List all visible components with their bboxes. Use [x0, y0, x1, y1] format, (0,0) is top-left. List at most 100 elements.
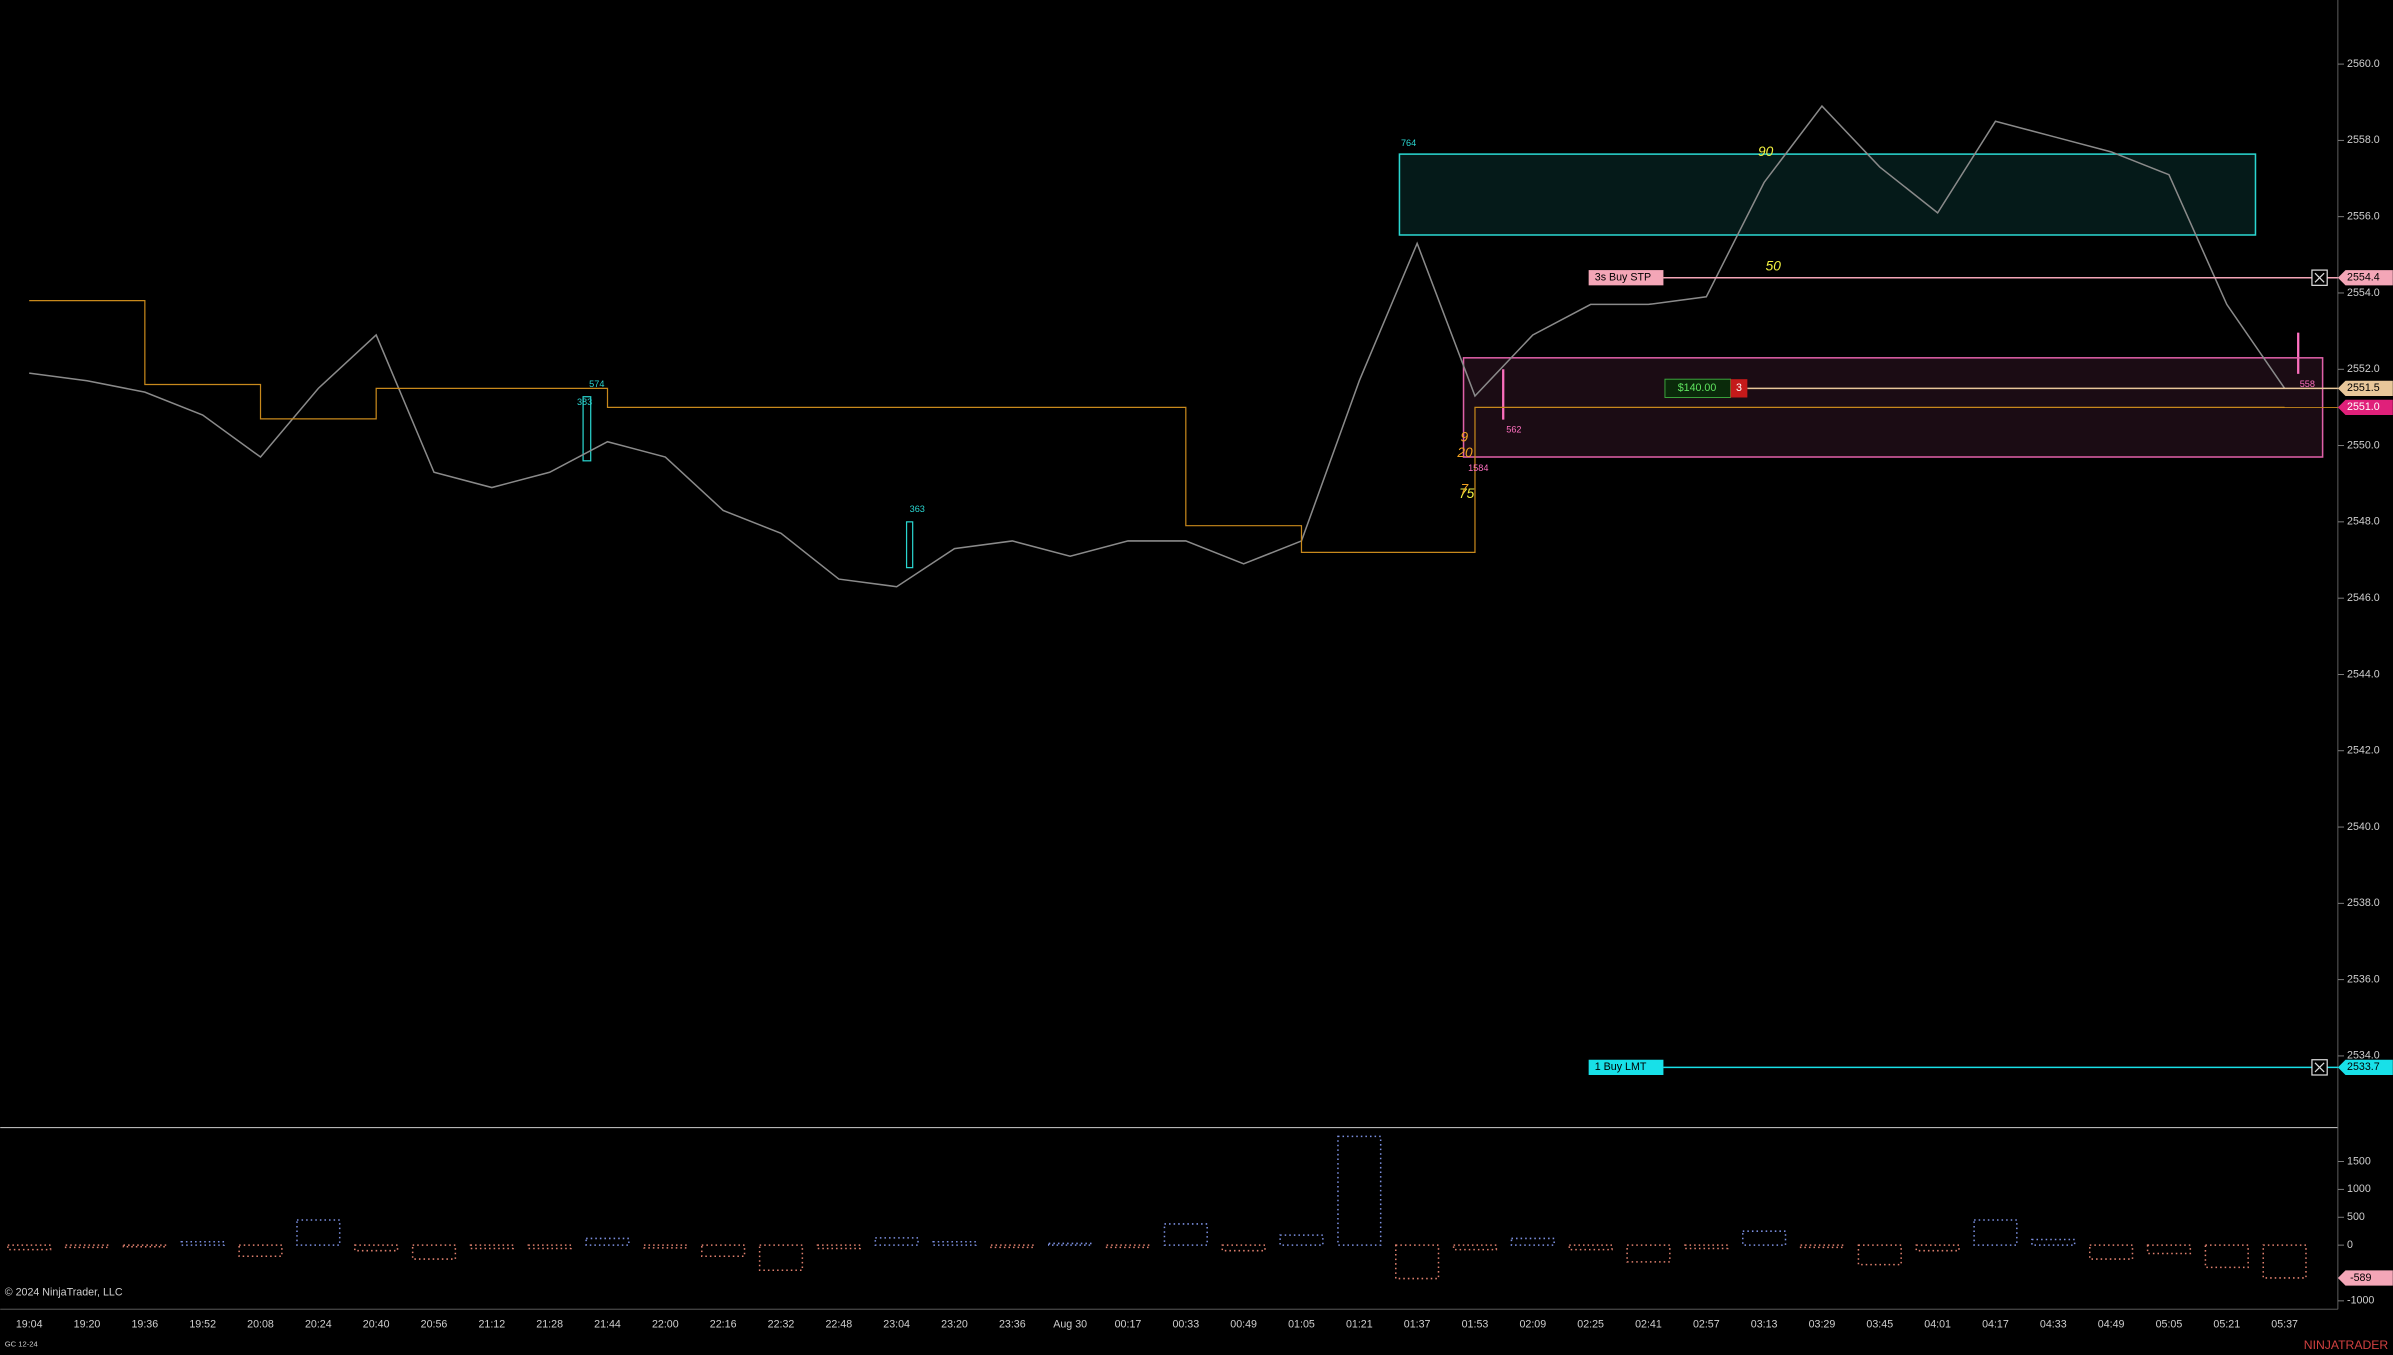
delta-bar — [2031, 1238, 2076, 1246]
price-flag-label: 2554.4 — [2347, 272, 2380, 284]
y-tick-label: 0 — [2347, 1239, 2353, 1251]
delta-bar — [1857, 1244, 1902, 1266]
delta-bar — [411, 1244, 457, 1260]
price-flag-label: 2533.7 — [2347, 1061, 2380, 1073]
y-tick-label: 2554.0 — [2347, 287, 2380, 299]
delta-bar — [2262, 1244, 2307, 1279]
delta-bar — [1742, 1230, 1787, 1246]
annotation: 90 — [1758, 144, 1774, 159]
qty: 3 — [1736, 382, 1742, 394]
y-tick-label: -1000 — [2347, 1295, 2374, 1307]
x-tick-label: 03:29 — [1809, 1318, 1836, 1330]
price-flag-label: 2551.0 — [2347, 401, 2380, 413]
delta-bar — [1337, 1135, 1382, 1246]
x-tick-label: 20:40 — [363, 1318, 390, 1330]
delta-bar — [701, 1244, 746, 1258]
x-tick-label: 21:28 — [536, 1318, 563, 1330]
delta-bar — [122, 1244, 167, 1248]
delta-bar — [1395, 1244, 1440, 1280]
qty-box — [1730, 379, 1748, 398]
delta-bar — [296, 1219, 341, 1246]
order-box — [1588, 1059, 1664, 1075]
x-tick-label: 02:41 — [1635, 1318, 1662, 1330]
price-flag-label: 2551.5 — [2347, 382, 2380, 394]
annotation: 7 — [1460, 481, 1469, 496]
cancel-icon — [2314, 1062, 2325, 1073]
price-flag — [2337, 270, 2393, 286]
marker — [905, 521, 914, 569]
annotation: 9 — [1460, 430, 1468, 445]
order-box — [1588, 270, 1664, 286]
x-tick-label: 05:05 — [2156, 1318, 2183, 1330]
y-tick-label: 2560.0 — [2347, 58, 2380, 70]
x-tick-label: 19:20 — [74, 1318, 101, 1330]
delta-bar — [238, 1244, 283, 1258]
x-tick-label: 01:21 — [1346, 1318, 1373, 1330]
delta-bar — [2146, 1244, 2192, 1255]
y-tick-label: 2542.0 — [2347, 745, 2380, 757]
annotation: 574 — [589, 379, 604, 389]
delta-bar — [354, 1244, 399, 1252]
order-label: 3s Buy STP — [1595, 272, 1651, 284]
x-tick-label: 21:44 — [594, 1318, 621, 1330]
x-tick-label: 00:33 — [1172, 1318, 1199, 1330]
price-flag — [2337, 399, 2393, 416]
delta-bar — [1568, 1244, 1613, 1251]
order-label: 1 Buy LMT — [1595, 1061, 1647, 1073]
x-tick-label: 03:45 — [1866, 1318, 1893, 1330]
y-tick-label: 2544.0 — [2347, 668, 2380, 680]
x-tick-label: 23:20 — [941, 1318, 968, 1330]
y-tick-label: 500 — [2347, 1211, 2365, 1223]
delta-bar — [1221, 1244, 1266, 1252]
y-tick-label: 2538.0 — [2347, 897, 2380, 909]
x-tick-label: 01:53 — [1462, 1318, 1489, 1330]
instrument: GC 12-24 — [5, 1339, 39, 1348]
delta-bar — [1452, 1244, 1498, 1251]
price-flag — [2337, 1059, 2393, 1075]
annotation: 558 — [2300, 379, 2315, 389]
annotation: 363 — [910, 504, 925, 514]
annotation: 562 — [1506, 425, 1521, 435]
x-tick-label: 00:49 — [1230, 1318, 1257, 1330]
x-tick-label: 05:21 — [2213, 1318, 2240, 1330]
brand: NINJATRADER — [2304, 1338, 2389, 1352]
x-tick-label: 19:52 — [189, 1318, 216, 1330]
annotation: 764 — [1401, 138, 1416, 148]
annotation: 75 — [1459, 486, 1475, 501]
y-tick-label: 2540.0 — [2347, 821, 2380, 833]
x-tick-label: 03:13 — [1751, 1318, 1778, 1330]
x-tick-label: 20:08 — [247, 1318, 274, 1330]
y-tick-label: 1000 — [2347, 1183, 2371, 1195]
delta-bar — [1510, 1237, 1555, 1246]
x-tick-label: 04:33 — [2040, 1318, 2067, 1330]
zone — [1398, 153, 2257, 236]
annotation: 383 — [577, 397, 592, 407]
y-tick-label: 2546.0 — [2347, 592, 2380, 604]
pnl: $140.00 — [1678, 382, 1717, 394]
copyright: © 2024 NinjaTrader, LLC — [5, 1286, 123, 1298]
delta-bar — [874, 1237, 919, 1246]
x-tick-label: 20:24 — [305, 1318, 332, 1330]
delta-bar — [1279, 1234, 1324, 1246]
x-tick-label: 02:09 — [1519, 1318, 1546, 1330]
x-tick-label: 00:17 — [1115, 1318, 1142, 1330]
x-tick-label: 22:00 — [652, 1318, 679, 1330]
x-tick-label: 01:05 — [1288, 1318, 1315, 1330]
y-tick-label: 2550.0 — [2347, 439, 2380, 451]
y-tick-label: 2536.0 — [2347, 973, 2380, 985]
annotation: 1584 — [1468, 463, 1488, 473]
delta-bar — [1973, 1219, 2018, 1246]
delta-bar — [2088, 1244, 2134, 1260]
x-tick-label: 04:01 — [1924, 1318, 1951, 1330]
annotation: 50 — [1766, 259, 1782, 274]
x-tick-label: 19:04 — [16, 1318, 43, 1330]
x-tick-label: 01:37 — [1404, 1318, 1431, 1330]
delta-bar — [585, 1237, 630, 1246]
price-line — [29, 104, 2286, 588]
cancel-icon — [2314, 272, 2325, 283]
x-tick-label: Aug 30 — [1053, 1318, 1087, 1330]
annotation: 20 — [1456, 445, 1473, 460]
x-tick-label: 22:32 — [768, 1318, 795, 1330]
y-tick-label: 2556.0 — [2347, 211, 2380, 223]
